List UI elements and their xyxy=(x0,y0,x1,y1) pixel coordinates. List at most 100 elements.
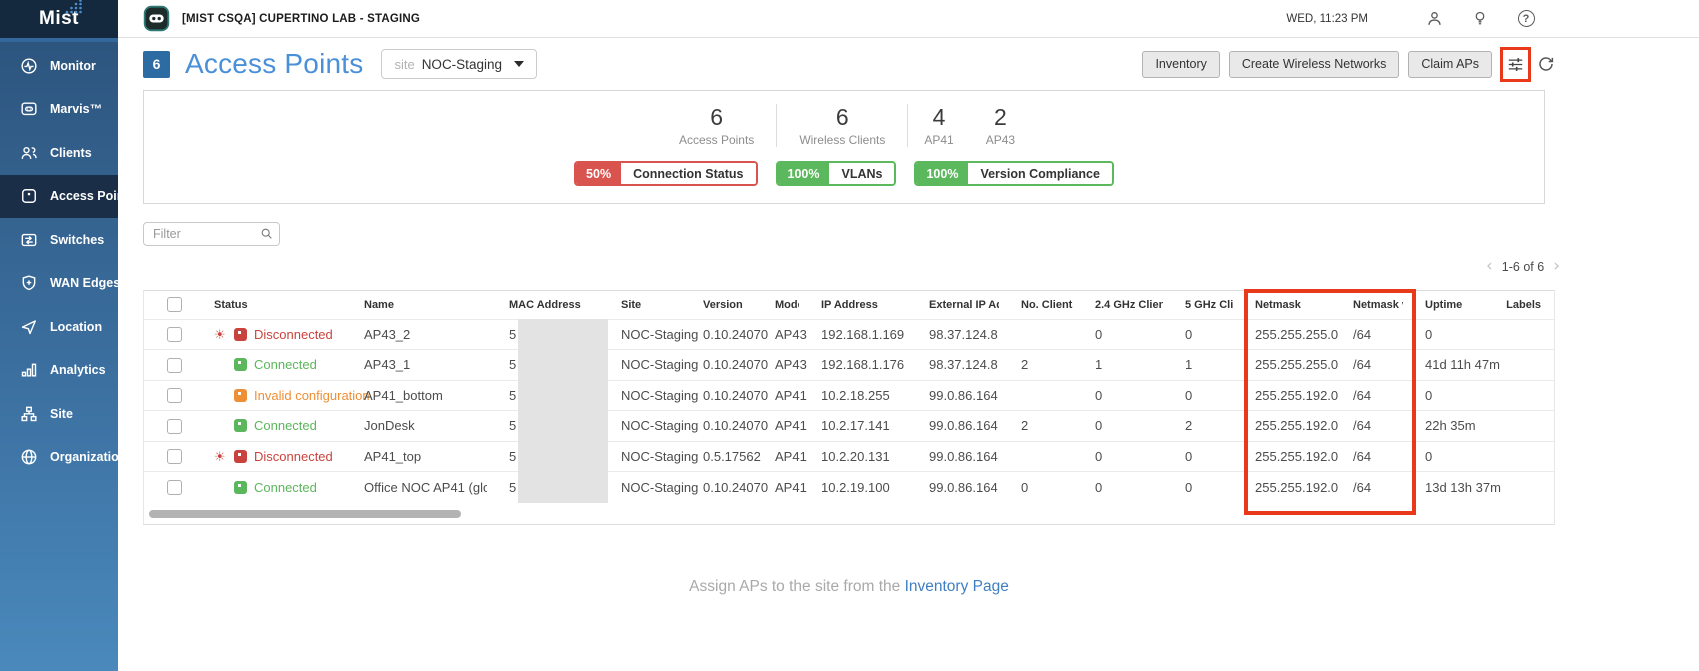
table-row[interactable]: ☀ Disconnected AP43_2 5 5 NOC-Staging 0.… xyxy=(144,319,1554,350)
cell-site: NOC-Staging xyxy=(599,350,681,381)
col-header-24ghz[interactable]: 2.4 GHz Clients xyxy=(1073,291,1163,319)
col-header-model[interactable]: Model xyxy=(753,291,799,319)
marvis-icon xyxy=(19,99,39,119)
page-range: 1-6 of 6 xyxy=(1502,260,1544,274)
col-header-labels[interactable]: Labels xyxy=(1489,291,1554,319)
stat-label: AP43 xyxy=(986,133,1015,147)
wan-edges-icon xyxy=(19,273,39,293)
ideas-icon[interactable] xyxy=(1470,9,1490,29)
row-checkbox[interactable] xyxy=(167,449,182,464)
mist-logo-dots-icon xyxy=(65,0,82,14)
mac-prefix: 5 xyxy=(509,357,516,372)
cell-status: ☀ Disconnected xyxy=(192,319,342,350)
sidebar: Mist Monitor xyxy=(0,0,118,671)
cell-24ghz: 0 xyxy=(1073,319,1163,350)
ap-status-icon xyxy=(234,389,247,402)
inventory-button[interactable]: Inventory xyxy=(1142,51,1219,78)
row-select-cell xyxy=(144,472,192,503)
footer-note: Assign APs to the site from the Inventor… xyxy=(143,578,1555,596)
row-checkbox[interactable] xyxy=(167,480,182,495)
mist-logo[interactable]: Mist xyxy=(0,0,118,38)
row-checkbox[interactable] xyxy=(167,358,182,373)
page-prev-icon[interactable]: ‹ xyxy=(1486,258,1493,275)
ap-table-body: ☀ Disconnected AP43_2 5 5 NOC-Staging 0.… xyxy=(144,319,1554,502)
badge-label: Version Compliance xyxy=(968,163,1111,184)
version-compliance-badge[interactable]: 100% Version Compliance xyxy=(914,161,1113,186)
ap-status-icon xyxy=(234,358,247,371)
sidebar-item-location[interactable]: Location xyxy=(0,305,118,349)
connection-status-badge[interactable]: 50% Connection Status xyxy=(574,161,757,186)
sidebar-item-analytics[interactable]: Analytics xyxy=(0,349,118,393)
row-checkbox[interactable] xyxy=(167,327,182,342)
page-next-icon[interactable]: › xyxy=(1553,258,1560,275)
help-icon[interactable]: ? xyxy=(1516,9,1536,29)
col-header-netmask-v6[interactable]: Netmask v6 xyxy=(1331,291,1403,319)
mac-prefix: 5 xyxy=(509,418,516,433)
inventory-page-link[interactable]: Inventory Page xyxy=(905,578,1009,595)
col-header-no-clients[interactable]: No. Clients xyxy=(999,291,1073,319)
site-selector[interactable]: site NOC-Staging xyxy=(381,49,537,79)
mac-prefix: 5 xyxy=(509,327,516,342)
cell-ip: 192.168.1.169 xyxy=(799,319,907,350)
col-header-ip[interactable]: IP Address xyxy=(799,291,907,319)
sidebar-item-switches[interactable]: Switches xyxy=(0,218,118,262)
horizontal-scrollbar-thumb[interactable] xyxy=(149,510,461,518)
col-header-site[interactable]: Site xyxy=(599,291,681,319)
cell-uptime: 0 xyxy=(1403,441,1489,472)
marvis-robot-icon[interactable] xyxy=(143,5,170,32)
table-settings-icon[interactable] xyxy=(1506,54,1525,75)
ap-status-icon xyxy=(234,419,247,432)
sidebar-item-monitor[interactable]: Monitor xyxy=(0,44,118,88)
table-row[interactable]: ☀ Disconnected AP41_top 5 5 NOC-Staging … xyxy=(144,441,1554,472)
col-header-5ghz[interactable]: 5 GHz Clients xyxy=(1163,291,1233,319)
cell-ip: 10.2.19.100 xyxy=(799,472,907,503)
cell-5ghz: 0 xyxy=(1163,380,1233,411)
table-row[interactable]: Connected JonDesk 5 NOC-Staging 0.10.240… xyxy=(144,411,1554,442)
col-header-name[interactable]: Name xyxy=(342,291,487,319)
cell-external-ip: 98.37.124.8 xyxy=(907,350,999,381)
cell-name: AP41_top xyxy=(342,441,487,472)
sidebar-item-label: Monitor xyxy=(50,59,96,73)
cell-netmask-v6: /64 xyxy=(1331,380,1403,411)
col-header-external-ip[interactable]: External IP Address xyxy=(907,291,999,319)
cell-netmask-v6: /64 xyxy=(1331,411,1403,442)
sidebar-item-marvis[interactable]: Marvis™ xyxy=(0,88,118,132)
table-row[interactable]: Connected AP43_1 5 3 NOC-Staging 0.10.24… xyxy=(144,350,1554,381)
select-all-checkbox[interactable] xyxy=(167,297,182,312)
refresh-icon[interactable] xyxy=(1537,55,1555,73)
alert-sun-icon: ☀ xyxy=(214,328,234,341)
create-wireless-networks-button[interactable]: Create Wireless Networks xyxy=(1229,51,1399,78)
claim-aps-button[interactable]: Claim APs xyxy=(1408,51,1492,78)
row-checkbox[interactable] xyxy=(167,388,182,403)
sidebar-item-label: Organization xyxy=(50,450,126,464)
row-checkbox[interactable] xyxy=(167,419,182,434)
col-header-netmask[interactable]: Netmask xyxy=(1233,291,1331,319)
clock: WED, 11:23 PM xyxy=(1286,13,1368,25)
cell-ip: 10.2.18.255 xyxy=(799,380,907,411)
select-all-cell xyxy=(144,291,192,319)
sidebar-item-clients[interactable]: Clients xyxy=(0,131,118,175)
col-header-status[interactable]: Status xyxy=(192,291,342,319)
sidebar-item-access-points[interactable]: Access Points xyxy=(0,175,118,219)
sidebar-item-organization[interactable]: Organization xyxy=(0,436,118,480)
vlans-badge[interactable]: 100% VLANs xyxy=(776,161,897,186)
badge-label: Connection Status xyxy=(621,163,755,184)
cell-name: JonDesk xyxy=(342,411,487,442)
sidebar-item-label: Marvis™ xyxy=(50,102,102,116)
table-row[interactable]: Connected Office NOC AP41 (glossy) 5 7 N… xyxy=(144,472,1554,503)
cell-status: Invalid configuration xyxy=(192,380,342,411)
table-row[interactable]: Invalid configuration AP41_bottom 5 4 NO… xyxy=(144,380,1554,411)
sidebar-item-site[interactable]: Site xyxy=(0,392,118,436)
cell-no-clients xyxy=(999,319,1073,350)
cell-netmask: 255.255.192.0 xyxy=(1233,380,1331,411)
account-icon[interactable] xyxy=(1424,9,1444,29)
col-header-uptime[interactable]: Uptime xyxy=(1403,291,1489,319)
ap-count-badge: 6 xyxy=(143,51,170,78)
col-header-version[interactable]: Version xyxy=(681,291,753,319)
sidebar-item-wan-edges[interactable]: WAN Edges xyxy=(0,262,118,306)
col-header-mac[interactable]: MAC Address xyxy=(487,291,599,319)
sidebar-item-label: Switches xyxy=(50,233,104,247)
mac-prefix: 5 xyxy=(509,480,516,495)
stat-wireless-clients: 6 Wireless Clients xyxy=(776,104,907,147)
cell-external-ip: 99.0.86.164 xyxy=(907,380,999,411)
